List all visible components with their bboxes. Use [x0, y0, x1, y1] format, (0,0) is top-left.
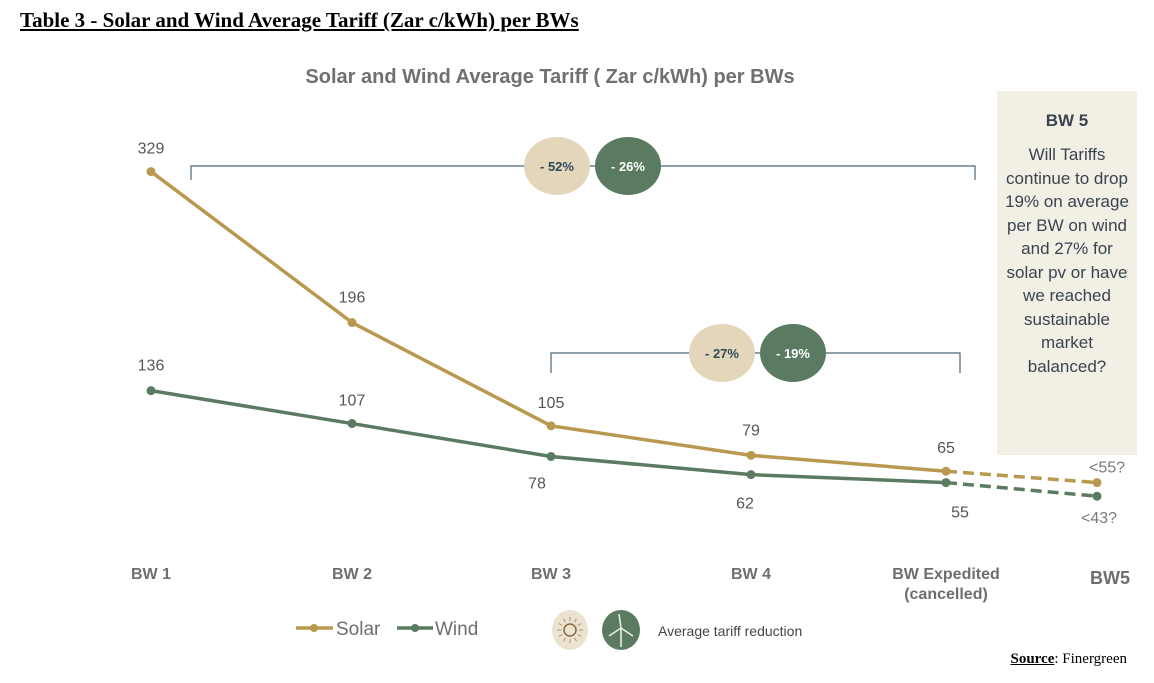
source-line: Source: Finergreen: [1010, 651, 1127, 668]
data-label: <43?: [1081, 510, 1117, 527]
x-tick-label: BW Expedited (cancelled): [892, 566, 1000, 603]
data-point-solar: [146, 167, 156, 177]
legend-wind-label: Wind: [435, 619, 478, 640]
data-point-solar: [347, 318, 357, 328]
x-tick-label: BW 1: [131, 566, 171, 583]
wind-turbine-icon: [608, 613, 634, 647]
sun-ray: [574, 637, 577, 642]
data-label: 196: [339, 290, 366, 307]
sun-icon: [563, 623, 577, 637]
sun-ray: [577, 623, 582, 626]
data-label: <55?: [1089, 460, 1125, 477]
data-label: 79: [742, 422, 760, 439]
x-tick-label: BW 4: [731, 566, 771, 583]
legend-solar-marker: [310, 624, 318, 632]
data-point-solar: [1092, 478, 1102, 488]
data-label: 107: [339, 393, 366, 410]
note-body: Will Tariffs continue to drop 19% on ave…: [1005, 145, 1129, 376]
sun-icon-badge: [552, 610, 588, 650]
sun-ray: [558, 634, 563, 637]
solar-reduction-badge: [689, 324, 755, 382]
wind-reduction-badge: [595, 137, 661, 195]
data-point-solar: [941, 466, 951, 476]
sun-ray: [563, 637, 566, 642]
wind-reduction-value: - 19%: [776, 346, 810, 361]
solar-reduction-value: - 52%: [540, 159, 574, 174]
chart-title: Solar and Wind Average Tariff ( Zar c/kW…: [305, 66, 794, 88]
series-projection-wind: [945, 480, 1098, 498]
x-tick-label: BW 2: [332, 566, 372, 583]
legend-solar-label: Solar: [336, 619, 381, 640]
legend-reduction-label: Average tariff reduction: [658, 623, 802, 639]
x-tick-label: BW 3: [531, 566, 571, 583]
series-projection-solar: [945, 469, 1098, 485]
sun-ray: [558, 623, 563, 626]
data-point-wind: [546, 451, 556, 461]
data-point-wind: [347, 419, 357, 429]
legend-wind-marker: [411, 624, 419, 632]
sun-ray: [577, 634, 582, 637]
reduction-bracket: [550, 352, 961, 373]
data-label: 65: [937, 440, 955, 457]
data-label: 55: [951, 505, 969, 522]
document-title: Table 3 - Solar and Wind Average Tariff …: [20, 8, 579, 32]
source-value: : Finergreen: [1054, 651, 1127, 667]
source-label: Source: [1010, 651, 1055, 667]
x-tick-label: BW5: [1090, 568, 1130, 588]
data-point-wind: [941, 478, 951, 488]
data-point-solar: [546, 421, 556, 431]
data-point-wind: [1092, 491, 1102, 501]
solar-reduction-badge: [524, 137, 590, 195]
bw5-note: BW 5 Will Tariffs continue to drop 19% o…: [997, 91, 1137, 455]
sun-ray: [574, 618, 577, 623]
data-label: 329: [138, 141, 165, 158]
wind-reduction-value: - 26%: [611, 159, 645, 174]
wind-reduction-badge: [760, 324, 826, 382]
data-label: 78: [528, 475, 546, 492]
data-label: 62: [736, 496, 754, 513]
data-point-wind: [146, 386, 156, 396]
data-label: 136: [138, 358, 165, 375]
note-heading: BW 5: [1045, 111, 1089, 130]
data-point-wind: [746, 470, 756, 480]
solar-reduction-value: - 27%: [705, 346, 739, 361]
sun-ray: [563, 618, 566, 623]
data-label: 105: [538, 395, 565, 412]
data-point-solar: [746, 450, 756, 460]
